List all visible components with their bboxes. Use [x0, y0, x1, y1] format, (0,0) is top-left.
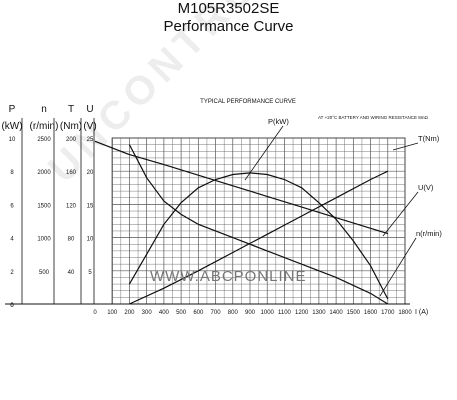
axis-tick-T: 160 [66, 170, 77, 176]
axis-tick-U: 5 [88, 270, 92, 276]
x-tick-label: 300 [142, 310, 153, 316]
series-label-T: T(Nm) [418, 134, 440, 143]
x-tick-label: 1700 [381, 310, 395, 316]
axis-tick-T: 120 [66, 203, 77, 209]
axis-tick-n: 2500 [37, 137, 51, 143]
axis-name-P: P [9, 104, 16, 115]
x-tick-label: 600 [193, 310, 204, 316]
x-tick-label: 800 [228, 310, 239, 316]
series-line-U [94, 140, 388, 235]
x-tick-label: 1800 [398, 310, 412, 316]
chart-title-performance: Performance Curve [163, 18, 294, 35]
series-line-T [129, 170, 389, 305]
x-tick-label: 1400 [329, 310, 343, 316]
axis-tick-P: 8 [10, 170, 14, 176]
axis-tick-P: 10 [9, 137, 16, 143]
axis-tick-U: 15 [87, 203, 94, 209]
axis-unit-n: (r/min) [30, 121, 59, 132]
series-leader-P [244, 125, 284, 181]
x-tick-label: 1500 [347, 310, 361, 316]
axis-tick-T: 40 [68, 270, 75, 276]
x-tick-label: 1000 [261, 310, 275, 316]
x-tick-label: 100 [107, 310, 118, 316]
axis-unit-P: (kW) [1, 121, 22, 132]
axis-tick-U: 20 [87, 170, 94, 176]
chart-note: AT +20°C BATTERY AND WIRING RESISTANCE 8… [318, 115, 428, 120]
axis-tick-n: 500 [39, 270, 50, 276]
series-leader-T [392, 142, 419, 151]
axis-tick-U: 10 [87, 237, 94, 243]
axis-tick-n: 1500 [37, 203, 51, 209]
chart-inner-title: TYPICAL PERFORMANCE CURVE [200, 99, 296, 105]
axis-name-U: U [86, 104, 93, 115]
x-tick-label: 1300 [312, 310, 326, 316]
series-leader-n [379, 237, 417, 297]
axis-tick-P: 2 [10, 270, 14, 276]
axis-tick-P: 0 [10, 303, 14, 309]
x-tick-label: 200 [124, 310, 135, 316]
series-line-n [128, 144, 389, 305]
chart-title-model: M105R3502SE [177, 0, 280, 17]
series-label-n: n(r/min) [416, 229, 442, 238]
axis-tick-P: 6 [10, 203, 14, 209]
x-tick-label: 700 [211, 310, 222, 316]
series-leader-U [382, 191, 419, 237]
x-tick-label: 900 [245, 310, 256, 316]
axis-tick-U: 25 [87, 137, 94, 143]
x-tick-label: 1100 [278, 310, 292, 316]
axis-name-n: n [41, 104, 47, 115]
axis-tick-P: 0 [10, 303, 14, 309]
axis-tick-n: 2000 [37, 170, 51, 176]
series-label-U: U(V) [418, 183, 434, 192]
x-tick-label: 500 [176, 310, 187, 316]
axis-tick-P: 4 [10, 237, 14, 243]
axis-tick-T: 200 [66, 137, 77, 143]
axis-unit-U: (V) [83, 121, 96, 132]
x-tick-label: 1200 [295, 310, 309, 316]
axis-unit-T: (Nm) [60, 121, 82, 132]
x-tick-label: 1600 [364, 310, 378, 316]
x-tick-label: 400 [159, 310, 170, 316]
site-watermark: WWW.ABCPONLINE [150, 268, 307, 285]
x-tick-label: 0 [93, 310, 97, 316]
axis-tick-n: 1000 [37, 237, 51, 243]
series-label-P: P(kW) [268, 117, 289, 126]
x-axis-label: I (A) [415, 309, 428, 316]
series-line-P [128, 172, 389, 300]
axis-name-T: T [68, 104, 74, 115]
axis-tick-T: 80 [68, 237, 75, 243]
